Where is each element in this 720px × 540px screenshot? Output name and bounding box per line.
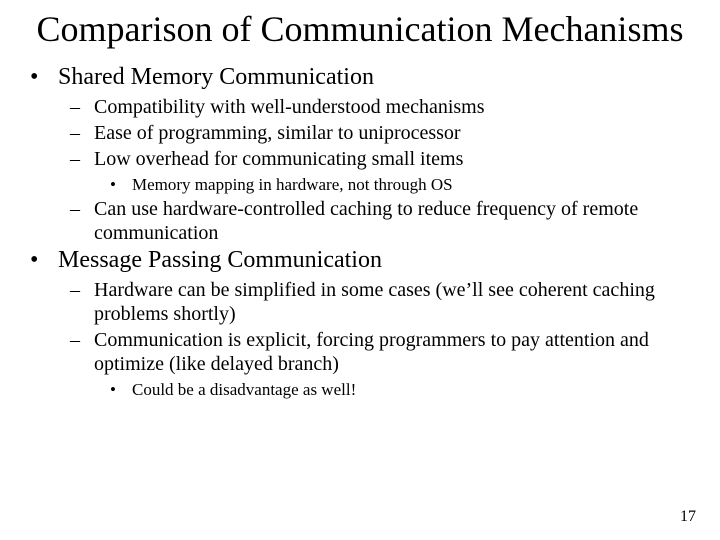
- slide-title: Comparison of Communication Mechanisms: [30, 10, 690, 50]
- bullet-level2: – Ease of programming, similar to unipro…: [70, 121, 690, 145]
- dash-icon: –: [70, 278, 94, 326]
- dash-icon: –: [70, 328, 94, 376]
- bullet-text: Hardware can be simplified in some cases…: [94, 278, 690, 326]
- bullet-text: Ease of programming, similar to uniproce…: [94, 121, 461, 145]
- bullet-level3: • Could be a disadvantage as well!: [110, 380, 690, 400]
- bullet-level2: – Can use hardware-controlled caching to…: [70, 197, 690, 245]
- bullet-level2: – Low overhead for communicating small i…: [70, 147, 690, 171]
- bullet-icon: •: [110, 175, 132, 195]
- bullet-level2: – Hardware can be simplified in some cas…: [70, 278, 690, 326]
- bullet-level1: • Message Passing Communication: [30, 247, 690, 274]
- dash-icon: –: [70, 197, 94, 245]
- bullet-text: Could be a disadvantage as well!: [132, 380, 356, 400]
- bullet-icon: •: [30, 247, 58, 274]
- bullet-level2: – Communication is explicit, forcing pro…: [70, 328, 690, 376]
- bullet-text: Memory mapping in hardware, not through …: [132, 175, 453, 195]
- bullet-level2: – Compatibility with well-understood mec…: [70, 95, 690, 119]
- slide: Comparison of Communication Mechanisms •…: [0, 0, 720, 412]
- bullet-text: Communication is explicit, forcing progr…: [94, 328, 690, 376]
- bullet-icon: •: [30, 64, 58, 91]
- bullet-icon: •: [110, 380, 132, 400]
- dash-icon: –: [70, 121, 94, 145]
- bullet-level1: • Shared Memory Communication: [30, 64, 690, 91]
- bullet-level3: • Memory mapping in hardware, not throug…: [110, 175, 690, 195]
- bullet-text: Low overhead for communicating small ite…: [94, 147, 463, 171]
- bullet-text: Message Passing Communication: [58, 247, 382, 274]
- bullet-text: Can use hardware-controlled caching to r…: [94, 197, 690, 245]
- bullet-text: Compatibility with well-understood mecha…: [94, 95, 485, 119]
- dash-icon: –: [70, 147, 94, 171]
- bullet-text: Shared Memory Communication: [58, 64, 374, 91]
- page-number: 17: [680, 508, 696, 526]
- dash-icon: –: [70, 95, 94, 119]
